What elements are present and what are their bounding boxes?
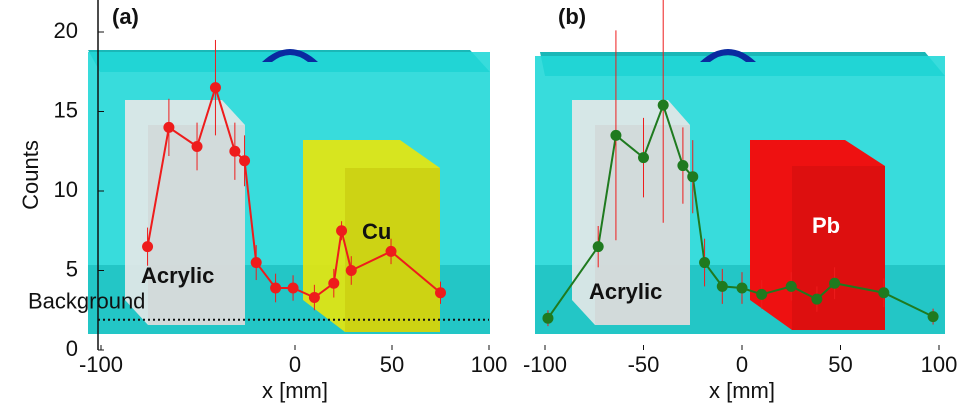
y-tick-label: 0	[66, 336, 78, 361]
data-point	[229, 146, 240, 157]
data-point	[435, 287, 446, 298]
data-point	[239, 155, 250, 166]
x-tick-label: 100	[471, 352, 508, 377]
data-point	[309, 292, 320, 303]
annotation: Pb	[812, 213, 840, 238]
data-point	[336, 225, 347, 236]
annotation: Acrylic	[141, 263, 214, 288]
annotation: Acrylic	[589, 279, 662, 304]
x-axis-title: x [mm]	[262, 378, 328, 403]
data-point	[756, 289, 767, 300]
data-point	[717, 281, 728, 292]
data-point	[288, 282, 299, 293]
annotation: Cu	[362, 219, 391, 244]
y-axis-title: Counts	[18, 140, 43, 210]
y-tick-label: 5	[66, 256, 78, 281]
x-tick-label: 0	[736, 352, 748, 377]
data-point	[346, 265, 357, 276]
panel-label: (a)	[112, 4, 139, 29]
data-point	[658, 100, 669, 111]
data-point	[878, 287, 889, 298]
x-tick-label: -100	[523, 352, 567, 377]
y-tick-label: 20	[54, 18, 78, 43]
data-point	[142, 241, 153, 252]
x-tick-label: 100	[921, 352, 958, 377]
data-point	[699, 257, 710, 268]
figure: Acrylic Cu Acrylic Pb (a) (b) Counts x […	[0, 0, 971, 407]
data-point	[638, 152, 649, 163]
background-label: Background	[28, 289, 145, 314]
data-point	[811, 294, 822, 305]
data-point	[542, 313, 553, 324]
panel-label: (b)	[558, 4, 586, 29]
data-point	[163, 122, 174, 133]
data-point	[593, 241, 604, 252]
data-point	[251, 257, 262, 268]
data-point	[386, 246, 397, 257]
x-axis-title: x [mm]	[709, 378, 775, 403]
data-point	[829, 278, 840, 289]
data-point	[677, 160, 688, 171]
x-tick-label: 0	[289, 352, 301, 377]
data-point	[786, 281, 797, 292]
x-tick-label: 50	[380, 352, 404, 377]
x-tick-label: 50	[828, 352, 852, 377]
data-point	[610, 130, 621, 141]
data-point	[328, 278, 339, 289]
data-point	[737, 282, 748, 293]
x-tick-label: -50	[628, 352, 660, 377]
data-point	[210, 82, 221, 93]
y-tick-label: 10	[54, 177, 78, 202]
data-point	[928, 311, 939, 322]
data-point	[687, 171, 698, 182]
y-tick-label: 15	[54, 97, 78, 122]
data-point	[270, 282, 281, 293]
x-tick-label: -100	[79, 352, 123, 377]
data-point	[192, 141, 203, 152]
